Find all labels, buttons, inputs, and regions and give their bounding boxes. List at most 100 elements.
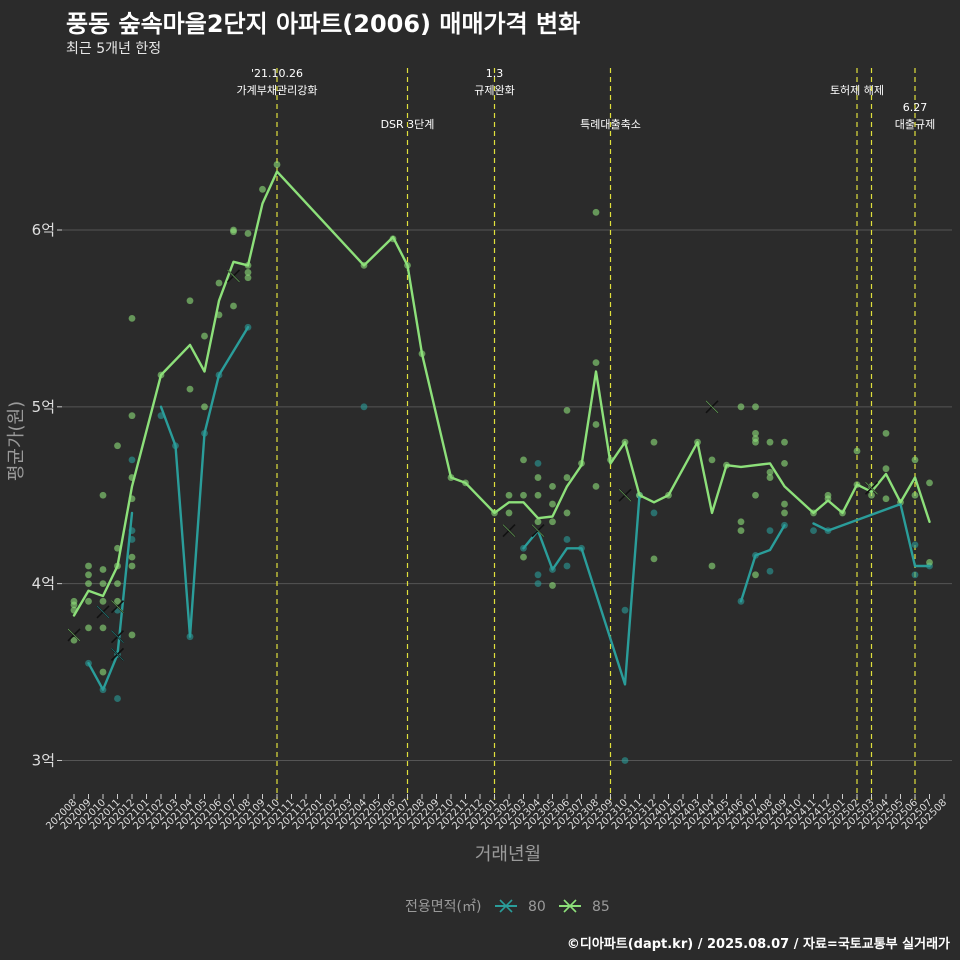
y-tick-label: 5억 — [32, 398, 55, 416]
x-marker — [110, 647, 125, 661]
series-line-85 — [72, 170, 931, 617]
legend-label: 80 — [528, 899, 546, 915]
data-point — [114, 580, 121, 588]
y-tick-label: 4억 — [32, 575, 55, 593]
x-marker — [618, 488, 632, 502]
x-marker — [531, 524, 545, 538]
data-point — [114, 695, 121, 702]
data-point — [534, 491, 542, 499]
event-label: 토허제 해제 — [830, 83, 884, 97]
data-point — [534, 571, 542, 579]
data-point — [70, 636, 78, 644]
data-point — [128, 456, 136, 464]
x-marker — [110, 600, 125, 614]
data-point — [549, 482, 556, 490]
data-point — [650, 438, 658, 446]
data-point — [563, 509, 571, 517]
data-point — [650, 509, 658, 517]
data-point — [520, 553, 527, 561]
data-point — [752, 491, 759, 499]
data-point — [520, 456, 527, 464]
data-point — [810, 527, 817, 534]
x-marker — [67, 628, 81, 642]
legend-item-80: 80 — [495, 899, 546, 915]
legend-swatch-cross — [563, 899, 577, 913]
data-point — [114, 597, 121, 605]
x-marker — [502, 524, 516, 538]
series-line-80 — [812, 502, 931, 568]
data-point — [99, 668, 107, 676]
data-point — [99, 566, 107, 573]
data-point — [708, 562, 716, 570]
data-point — [186, 385, 194, 393]
data-point — [128, 631, 136, 639]
data-point — [534, 580, 542, 588]
data-point — [186, 297, 194, 305]
event-label: 특례대출축소 — [580, 118, 641, 131]
data-point — [781, 438, 788, 446]
chart-subtitle: 최근 5개년 한정 — [66, 41, 162, 57]
data-point — [99, 580, 107, 588]
data-point — [766, 474, 774, 481]
x-marker — [705, 400, 719, 414]
data-point — [201, 332, 208, 340]
data-point — [70, 601, 78, 609]
data-point — [85, 597, 92, 605]
data-point — [244, 274, 252, 282]
data-point — [592, 359, 600, 367]
data-point — [911, 456, 919, 464]
event-label: 가계부채관리강화 — [237, 84, 318, 97]
data-point — [781, 500, 788, 508]
data-point — [534, 460, 542, 467]
line-layer — [72, 170, 931, 691]
data-point — [85, 562, 92, 570]
data-point — [766, 468, 774, 476]
data-point — [708, 456, 716, 464]
data-point — [926, 559, 933, 566]
x-marker — [864, 481, 879, 495]
data-point — [737, 518, 745, 526]
data-point — [766, 438, 774, 446]
y-tick-label: 3억 — [32, 751, 55, 769]
data-point — [766, 527, 774, 534]
data-point — [128, 315, 136, 322]
data-point — [85, 571, 92, 579]
legend-title: 전용면적(㎡) — [405, 899, 481, 915]
data-point — [882, 429, 890, 437]
data-point — [737, 527, 745, 534]
data-point — [520, 491, 527, 499]
y-tick-label: 6억 — [32, 221, 55, 239]
data-point — [781, 460, 788, 467]
x-marker — [96, 605, 110, 619]
data-point — [563, 474, 571, 481]
data-point — [99, 491, 107, 499]
x-marker — [226, 269, 241, 283]
x-axis-title: 거래년월 — [475, 844, 541, 865]
series-line-80 — [87, 511, 134, 691]
data-point — [911, 571, 919, 579]
event-label: DSR 3단계 — [381, 118, 435, 131]
data-point — [752, 438, 759, 446]
data-point — [505, 491, 513, 499]
data-point — [563, 536, 571, 543]
data-point — [621, 606, 629, 614]
data-point — [114, 606, 121, 614]
data-point — [911, 491, 919, 499]
data-point — [230, 302, 237, 310]
legend-label: 85 — [592, 899, 610, 915]
chart-title: 풍동 숲속마을2단지 아파트(2006) 매매가격 변화 — [66, 10, 581, 38]
source-caption: ©디아파트(dapt.kr) / 2025.08.07 / 자료=국토교통부 실… — [566, 937, 950, 952]
data-point — [882, 465, 890, 473]
data-point — [128, 553, 136, 561]
data-point — [868, 491, 875, 499]
data-point — [505, 509, 513, 517]
data-point — [926, 479, 933, 487]
data-point — [128, 412, 136, 420]
data-point — [215, 279, 223, 287]
data-point — [911, 541, 919, 549]
data-point — [752, 403, 759, 411]
data-point — [128, 562, 136, 570]
x-marker — [110, 630, 125, 644]
series-line-80 — [159, 326, 250, 638]
